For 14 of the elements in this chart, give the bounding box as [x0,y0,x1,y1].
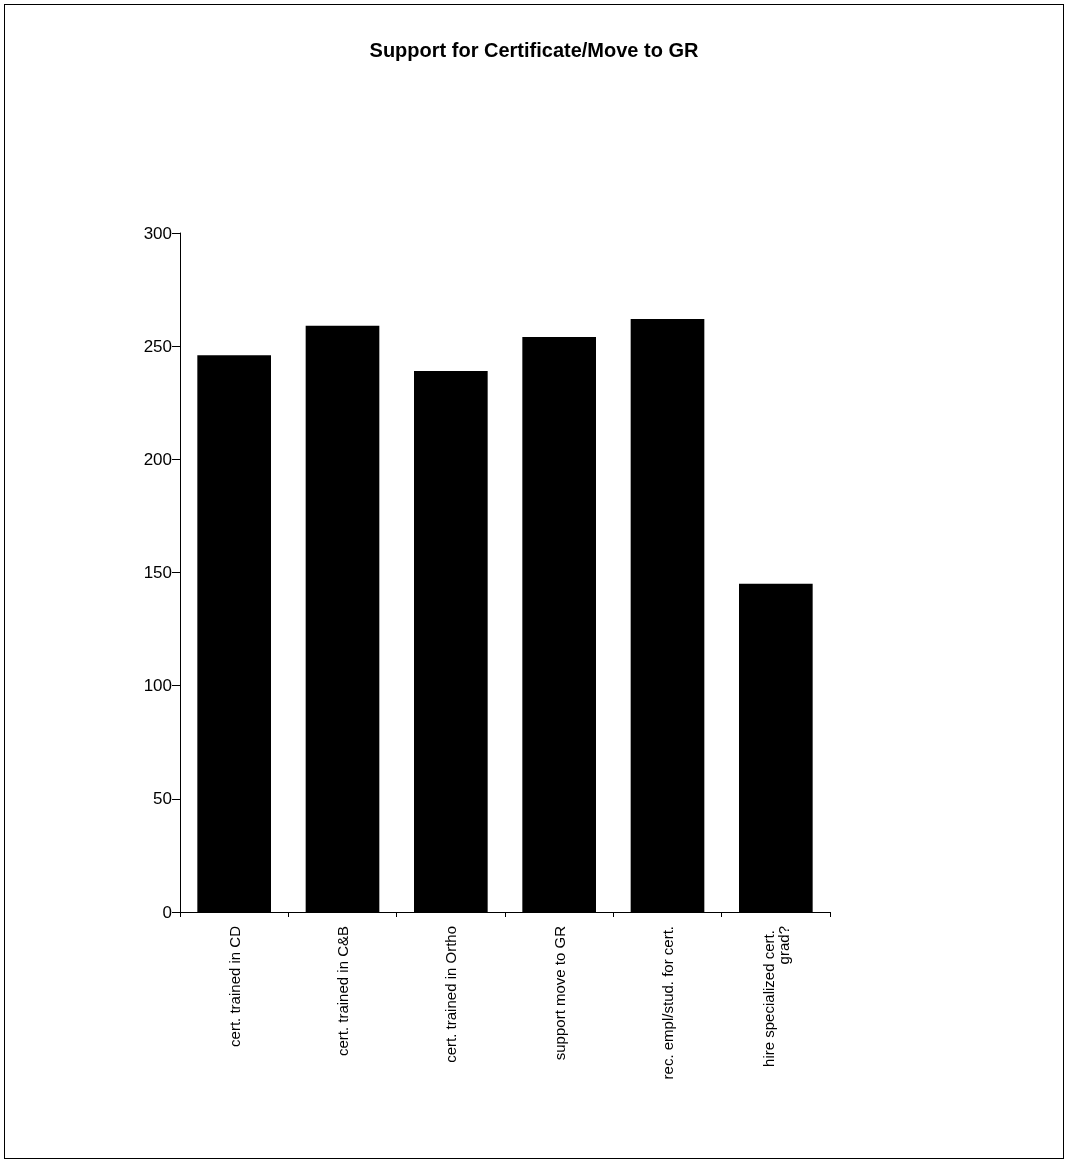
y-tick-label: 50 [153,789,172,809]
chart-title: Support for Certificate/Move to GR [369,39,700,61]
x-tick-label: rec. empl/stud. for cert. [659,926,676,1080]
x-tick-label: support move to GR [550,925,568,1061]
y-tick-label: 150 [143,563,172,582]
x-tick-label: cert. trained in Ortho [442,926,460,1063]
y-tick-label: 200 [143,449,172,469]
x-tick-label: hire specialized cert. grad? [759,926,792,1067]
x-tick-label: cert. trained in C&B [334,926,351,1057]
y-tick-label: 300 [143,223,172,243]
y-tick-label: 250 [143,336,172,356]
x-tick-label: cert. trained in CD [225,925,243,1047]
y-tick-label: 0 [162,902,172,922]
y-tick-label: 100 [143,676,172,696]
